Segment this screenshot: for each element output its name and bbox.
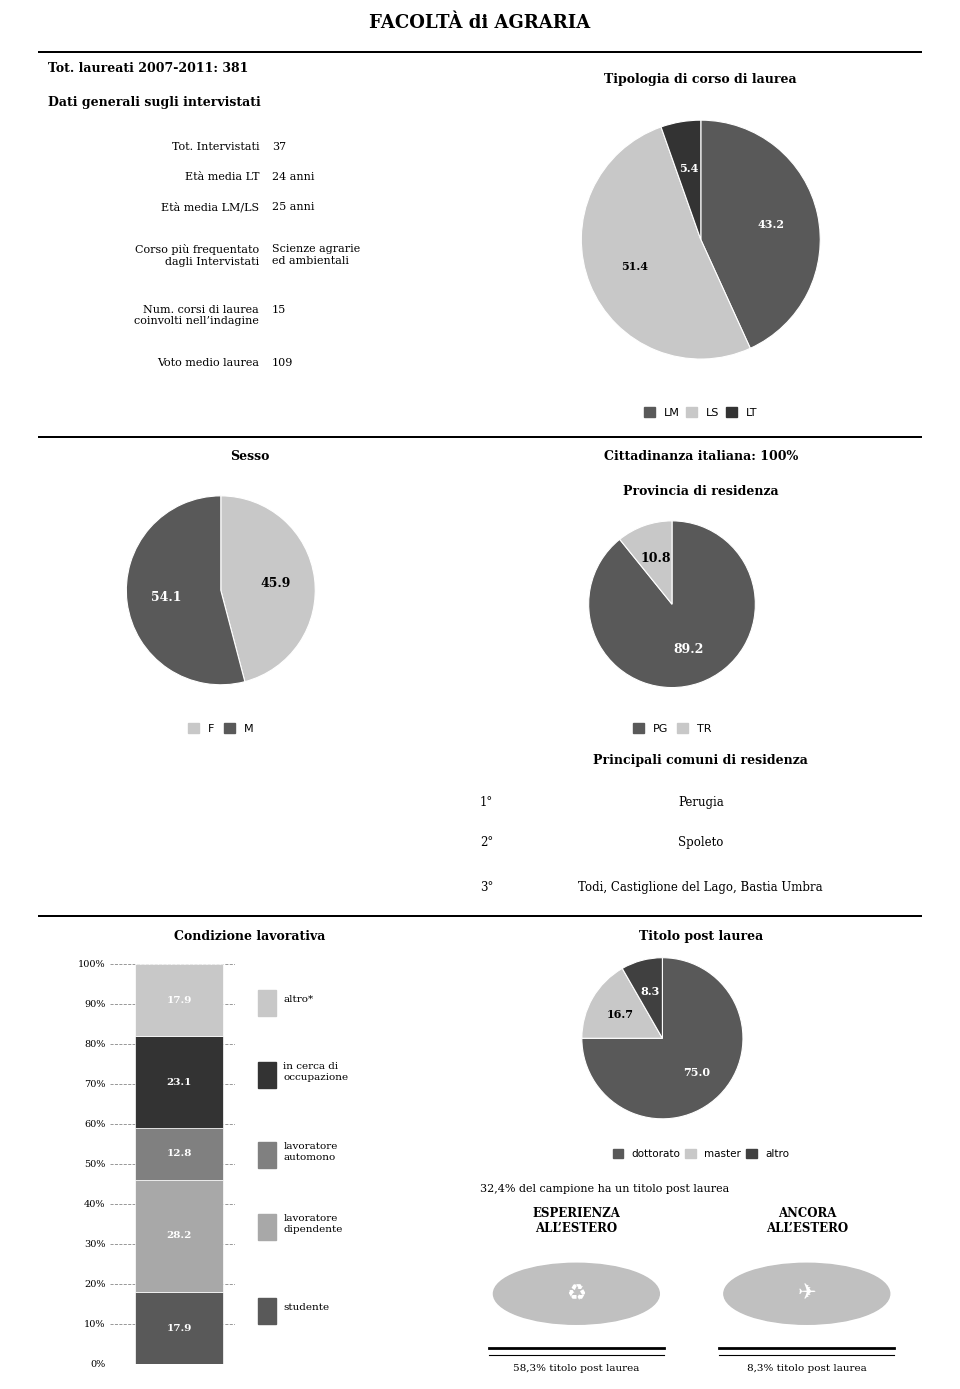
- Bar: [135, 1179, 223, 1292]
- Wedge shape: [582, 968, 662, 1039]
- Bar: [258, 1214, 276, 1240]
- Bar: [135, 1292, 223, 1364]
- Text: ♻: ♻: [566, 1283, 587, 1304]
- Wedge shape: [127, 496, 245, 685]
- Wedge shape: [582, 958, 743, 1118]
- Text: Sesso: Sesso: [229, 450, 270, 464]
- Wedge shape: [701, 121, 820, 349]
- Text: 24 anni: 24 anni: [272, 172, 314, 182]
- Text: Scienze agrarie
ed ambientali: Scienze agrarie ed ambientali: [272, 244, 360, 265]
- Circle shape: [724, 1263, 890, 1324]
- Text: 43.2: 43.2: [757, 219, 784, 231]
- Text: Provincia di residenza: Provincia di residenza: [623, 485, 779, 499]
- Text: 8.3: 8.3: [640, 986, 660, 997]
- Text: 17.9: 17.9: [166, 1324, 192, 1332]
- Text: 28.2: 28.2: [166, 1232, 192, 1240]
- Text: ANCORA
ALL’ESTERO: ANCORA ALL’ESTERO: [766, 1207, 848, 1235]
- Bar: [258, 1063, 276, 1088]
- Legend: LM, LS, LT: LM, LS, LT: [639, 403, 762, 422]
- Text: Corso più frequentato
dagli Intervistati: Corso più frequentato dagli Intervistati: [135, 244, 259, 267]
- Text: 32,4% del campione ha un titolo post laurea: 32,4% del campione ha un titolo post lau…: [480, 1183, 729, 1195]
- Text: Età media LT: Età media LT: [184, 172, 259, 182]
- Text: Voto medio laurea: Voto medio laurea: [157, 358, 259, 368]
- Wedge shape: [221, 496, 315, 682]
- Text: 1°: 1°: [480, 796, 493, 808]
- Legend: dottorato, master, altro: dottorato, master, altro: [609, 1145, 793, 1164]
- Text: 37: 37: [272, 142, 286, 151]
- Text: 12.8: 12.8: [166, 1150, 192, 1158]
- Text: 25 anni: 25 anni: [272, 203, 314, 213]
- Text: 109: 109: [272, 358, 293, 368]
- Text: 51.4: 51.4: [621, 261, 648, 272]
- Wedge shape: [620, 521, 672, 604]
- Bar: [135, 964, 223, 1036]
- Text: Tipologia di corso di laurea: Tipologia di corso di laurea: [605, 74, 797, 86]
- Wedge shape: [661, 121, 701, 239]
- Bar: [135, 1128, 223, 1179]
- Text: 15: 15: [272, 304, 286, 315]
- Bar: [135, 1036, 223, 1128]
- Text: ✈: ✈: [798, 1283, 816, 1304]
- Text: 58,3% titolo post laurea: 58,3% titolo post laurea: [514, 1364, 639, 1372]
- Text: lavoratore
automono: lavoratore automono: [283, 1142, 338, 1161]
- Text: Titolo post laurea: Titolo post laurea: [638, 929, 763, 943]
- Text: ESPERIENZA
ALL’ESTERO: ESPERIENZA ALL’ESTERO: [533, 1207, 620, 1235]
- Text: lavoratore
dipendente: lavoratore dipendente: [283, 1214, 343, 1233]
- Text: 5.4: 5.4: [679, 164, 698, 175]
- Text: Tot. laureati 2007-2011: 381: Tot. laureati 2007-2011: 381: [48, 63, 249, 75]
- Text: 16.7: 16.7: [607, 1008, 634, 1020]
- Text: 10.8: 10.8: [640, 553, 671, 565]
- Legend: PG, TR: PG, TR: [628, 720, 716, 738]
- Text: Dati generali sugli intervistati: Dati generali sugli intervistati: [48, 96, 261, 110]
- Bar: [258, 1142, 276, 1168]
- Text: Spoleto: Spoleto: [678, 836, 724, 850]
- Text: Età media LM/LS: Età media LM/LS: [161, 203, 259, 213]
- Text: 75.0: 75.0: [684, 1067, 710, 1078]
- Text: Tot. Intervistati: Tot. Intervistati: [172, 142, 259, 151]
- Bar: [258, 1297, 276, 1324]
- Text: in cerca di
occupazione: in cerca di occupazione: [283, 1063, 348, 1082]
- Circle shape: [493, 1263, 660, 1324]
- Text: 17.9: 17.9: [166, 996, 192, 1004]
- Text: Perugia: Perugia: [678, 796, 724, 808]
- Bar: [258, 990, 276, 1015]
- Text: altro*: altro*: [283, 996, 313, 1004]
- Text: Cittadinanza italiana: 100%: Cittadinanza italiana: 100%: [604, 450, 798, 464]
- Text: 45.9: 45.9: [260, 576, 290, 590]
- Wedge shape: [582, 126, 751, 358]
- Text: 2°: 2°: [480, 836, 493, 850]
- Text: Condizione lavorativa: Condizione lavorativa: [174, 929, 325, 943]
- Text: Num. corsi di laurea
coinvolti nell’indagine: Num. corsi di laurea coinvolti nell’inda…: [134, 304, 259, 326]
- Wedge shape: [588, 521, 756, 688]
- Text: 54.1: 54.1: [152, 590, 181, 604]
- Text: Todi, Castiglione del Lago, Bastia Umbra: Todi, Castiglione del Lago, Bastia Umbra: [579, 881, 823, 893]
- Text: Principali comuni di residenza: Principali comuni di residenza: [593, 754, 808, 768]
- Text: 89.2: 89.2: [673, 643, 704, 656]
- Text: 23.1: 23.1: [166, 1078, 192, 1086]
- Legend: F, M: F, M: [184, 720, 257, 738]
- Text: FACOLTÀ di AGRARIA: FACOLTÀ di AGRARIA: [370, 14, 590, 32]
- Wedge shape: [622, 958, 662, 1039]
- Text: 8,3% titolo post laurea: 8,3% titolo post laurea: [747, 1364, 867, 1372]
- Text: 3°: 3°: [480, 881, 493, 893]
- Text: studente: studente: [283, 1303, 329, 1313]
